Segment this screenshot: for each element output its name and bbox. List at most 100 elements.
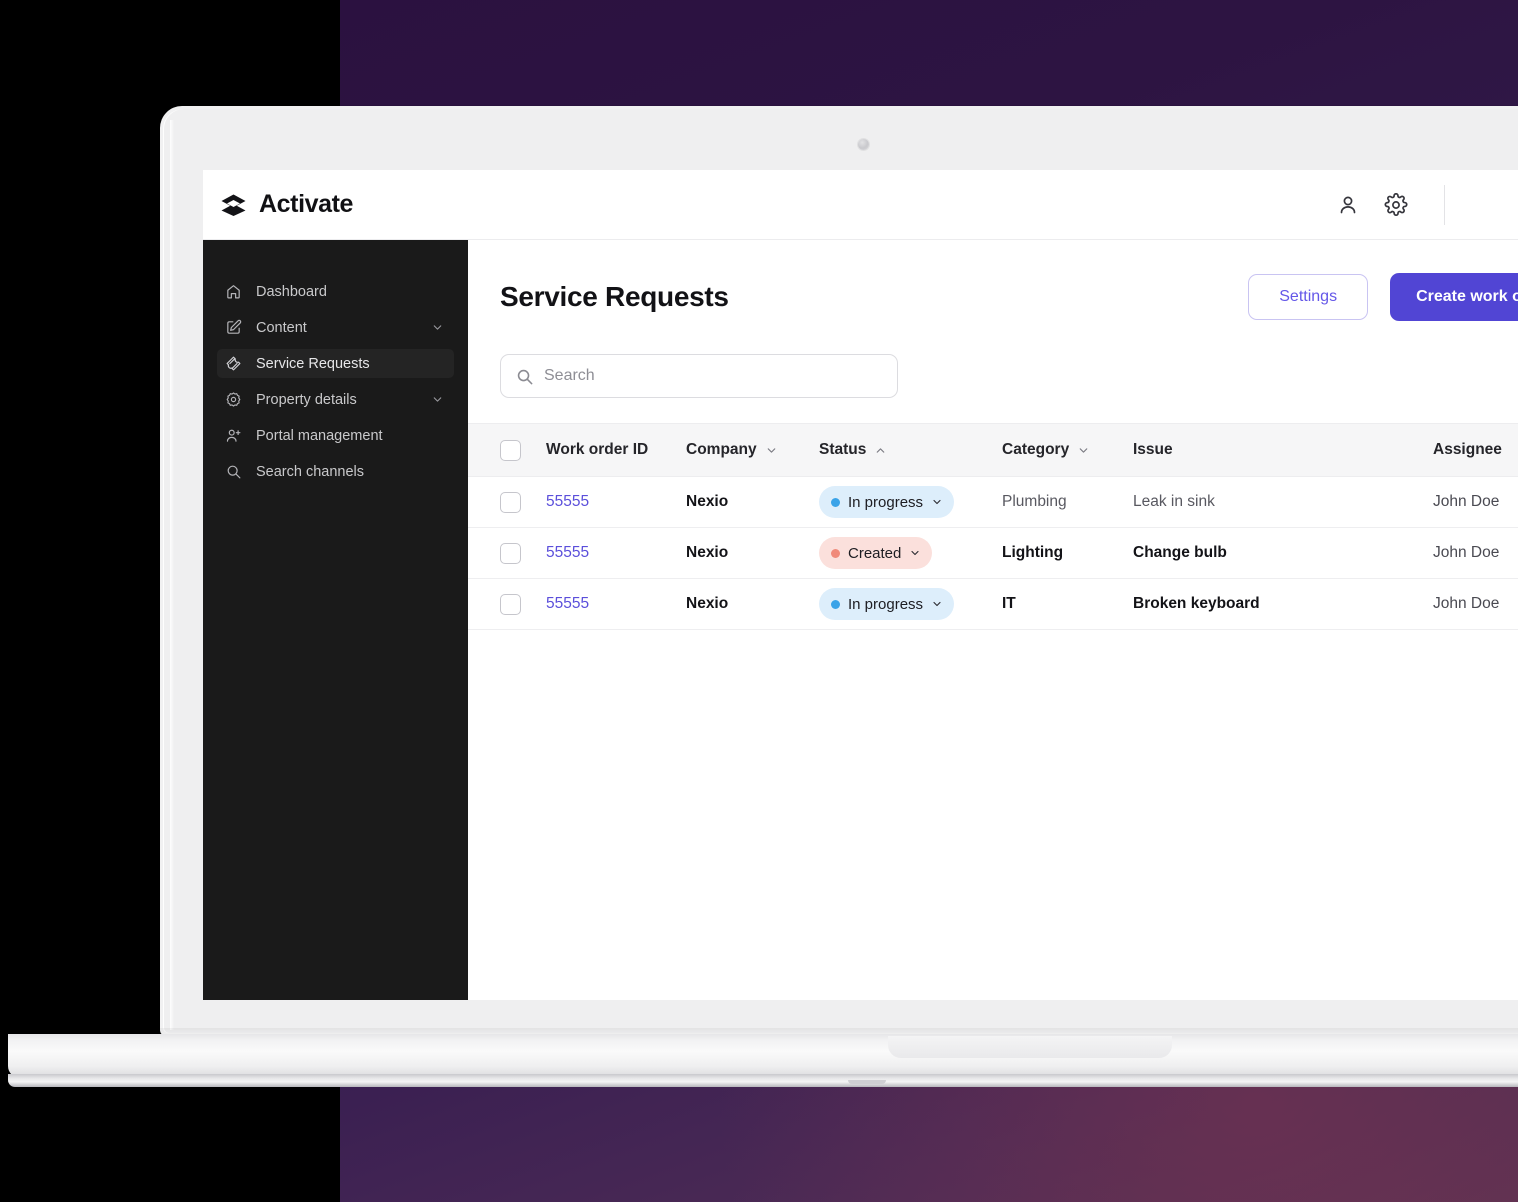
cell-status: In progress [819, 477, 1002, 528]
table-body: 55555 Nexio In progress [468, 477, 1518, 630]
select-all-checkbox[interactable] [500, 439, 521, 461]
cell-issue: Change bulb [1133, 544, 1227, 561]
status-badge[interactable]: In progress [819, 588, 955, 620]
th-label: Category [1002, 441, 1070, 458]
layers-chevron-icon [221, 194, 246, 216]
table-row[interactable]: 55555 Nexio In progress [468, 477, 1518, 528]
sidebar-item-property-details[interactable]: Property details [217, 385, 454, 414]
status-dot-icon [831, 548, 840, 558]
gear-icon[interactable] [1384, 192, 1408, 217]
tools-icon [226, 356, 241, 371]
cell-company: Nexio [686, 595, 729, 612]
row-checkbox[interactable] [500, 542, 521, 564]
th-assignee[interactable]: Assignee [1433, 423, 1518, 477]
sidebar-item-label: Content [256, 319, 307, 336]
row-select-cell [468, 528, 546, 579]
service-requests-table-wrap: Work order ID Company [468, 423, 1518, 630]
sidebar-item-content[interactable]: Content [217, 313, 454, 342]
sidebar-item-label: Portal management [256, 427, 383, 444]
user-plus-icon [226, 429, 241, 442]
search-input[interactable] [544, 356, 874, 396]
chevron-down-icon[interactable] [931, 496, 943, 508]
th-label: Issue [1133, 441, 1173, 458]
sidebar-item-label: Service Requests [256, 355, 370, 372]
header-tools [1336, 184, 1518, 225]
edit-square-icon [227, 319, 242, 334]
table-row[interactable]: 55555 Nexio In progress [468, 579, 1518, 630]
chevron-up-icon[interactable] [874, 444, 887, 457]
th-select-all [468, 423, 546, 477]
chevron-down-icon[interactable] [931, 598, 943, 610]
th-issue[interactable]: Issue [1133, 423, 1433, 477]
cell-category: Plumbing [1002, 493, 1067, 510]
laptop-mockup: Activate [8, 106, 1518, 1087]
sidebar-item-dashboard[interactable]: Dashboard [217, 277, 454, 306]
cell-issue: Leak in sink [1133, 493, 1215, 510]
status-badge[interactable]: In progress [819, 486, 955, 518]
page-header: Service Requests Settings Create work or… [468, 240, 1518, 321]
header-divider [1444, 184, 1445, 225]
search-icon [517, 369, 533, 384]
laptop-lid: Activate [160, 106, 1518, 1036]
cell-status: In progress [819, 579, 1002, 630]
search-box[interactable] [500, 354, 898, 398]
row-select-cell [468, 477, 546, 528]
app-header: Activate [203, 170, 1518, 240]
create-work-order-button[interactable]: Create work order [1390, 273, 1518, 321]
work-order-link[interactable]: 55555 [546, 544, 590, 561]
th-category[interactable]: Category [1002, 423, 1133, 477]
work-order-link[interactable]: 55555 [546, 493, 590, 510]
row-checkbox[interactable] [500, 491, 521, 513]
chevron-down-icon[interactable] [1077, 444, 1090, 457]
status-dot-icon [831, 599, 840, 609]
cell-work-order-id: 55555 [546, 477, 686, 528]
row-checkbox[interactable] [500, 593, 521, 615]
work-order-link[interactable]: 55555 [546, 595, 590, 612]
table-row[interactable]: 55555 Nexio Created [468, 528, 1518, 579]
home-icon [227, 285, 240, 299]
sidebar: Dashboard Content [203, 240, 468, 1000]
search-icon [227, 465, 241, 479]
cell-work-order-id: 55555 [546, 579, 686, 630]
sidebar-item-portal-management[interactable]: Portal management [217, 421, 454, 450]
th-label: Assignee [1433, 441, 1502, 458]
laptop-base-notch [848, 1080, 886, 1084]
row-select-cell [468, 579, 546, 630]
status-label: In progress [848, 493, 924, 511]
th-label: Company [686, 441, 757, 458]
gear-icon [226, 392, 241, 407]
brand-name: Activate [259, 190, 354, 218]
webcam-icon [858, 139, 869, 150]
laptop-base-foot [8, 1074, 1518, 1087]
th-status[interactable]: Status [819, 423, 1002, 477]
th-label: Status [819, 441, 867, 458]
th-work-order-id[interactable]: Work order ID [546, 423, 686, 477]
chevron-down-icon[interactable] [909, 547, 921, 559]
chevron-down-icon[interactable] [765, 444, 778, 457]
cell-work-order-id: 55555 [546, 528, 686, 579]
lid-shadow [8, 1028, 1518, 1036]
cell-assignee: John Doe [1433, 493, 1500, 510]
laptop-base-lip [888, 1036, 1172, 1058]
table-toolbar [468, 321, 1518, 399]
user-icon[interactable] [1336, 193, 1360, 217]
sidebar-item-search-channels[interactable]: Search channels [217, 457, 454, 486]
chevron-down-icon[interactable] [431, 393, 444, 406]
status-badge[interactable]: Created [819, 537, 933, 569]
main-content: Service Requests Settings Create work or… [468, 240, 1518, 1000]
table-header-row: Work order ID Company [468, 423, 1518, 477]
th-company[interactable]: Company [686, 423, 819, 477]
th-label: Work order ID [546, 441, 649, 458]
sidebar-item-service-requests[interactable]: Service Requests [217, 349, 454, 378]
service-requests-table: Work order ID Company [468, 423, 1518, 630]
bezel-highlight [170, 120, 174, 1030]
brand[interactable]: Activate [220, 190, 353, 219]
settings-button[interactable]: Settings [1248, 274, 1369, 320]
cell-assignee: John Doe [1433, 595, 1500, 612]
cell-assignee: John Doe [1433, 544, 1500, 561]
chevron-down-icon[interactable] [431, 321, 444, 334]
laptop-screen: Activate [203, 170, 1518, 1000]
sidebar-item-label: Search channels [256, 463, 365, 480]
status-label: In progress [848, 595, 924, 613]
